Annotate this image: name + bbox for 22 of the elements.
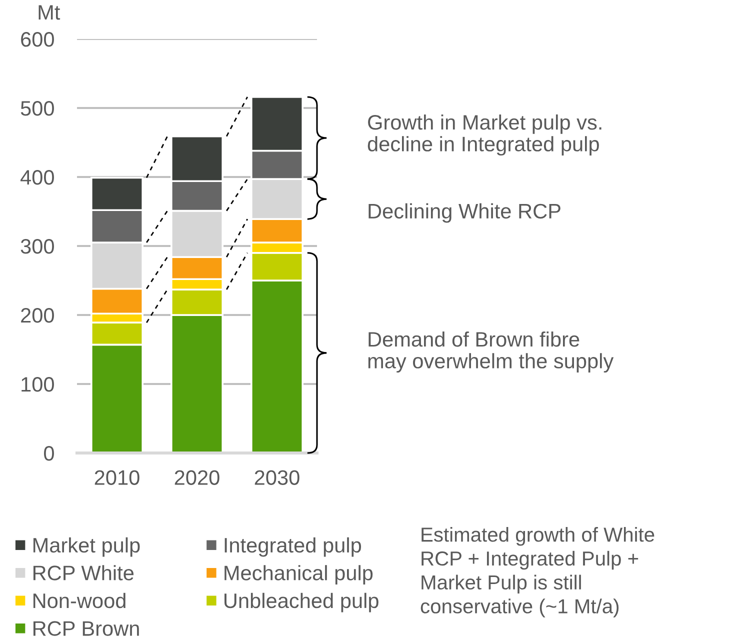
x-tick-label: 2020: [174, 470, 220, 485]
legend-label: Non-wood: [33, 592, 126, 608]
text: Growth in Market pulp vs. decline in Integrated pulp: [368, 114, 602, 156]
x-tick-label: 2010: [94, 470, 140, 485]
y-tick-label: 500: [20, 101, 54, 116]
x-tick-label: 2030: [254, 470, 300, 485]
legend-label: Mechanical pulp: [224, 565, 373, 585]
legend-label: Unbleached pulp: [224, 592, 378, 612]
legend-label: RCP White: [33, 565, 134, 580]
legend-label: RCP Brown: [33, 621, 139, 636]
text: Demand of Brown fibre may overwhelm the supply: [368, 331, 614, 373]
text: Estimated growth of White RCP + Integrated Pulp + Market Pulp is still conservative (~1 Mt/a): [420, 527, 654, 618]
text: Declining White RCP: [368, 203, 560, 223]
y-tick-label: 0: [44, 446, 54, 461]
y-tick-label: 200: [21, 308, 54, 323]
y-tick-label: 600: [21, 32, 54, 47]
y-tick-label: 400: [20, 170, 54, 185]
y-tick-label: 100: [22, 377, 54, 392]
y-tick-label: 300: [20, 239, 54, 254]
legend-label: Integrated pulp: [224, 537, 362, 557]
legend-label: Market pulp: [33, 537, 140, 557]
y-axis-title: Mt: [38, 5, 60, 20]
